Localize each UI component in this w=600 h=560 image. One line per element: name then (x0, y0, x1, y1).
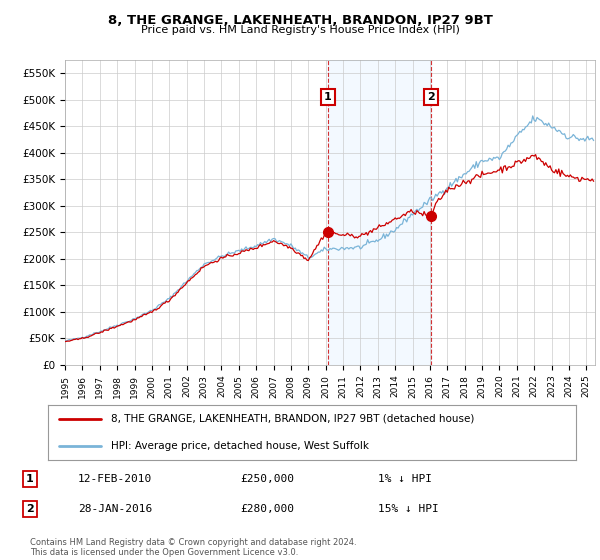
Text: 12-FEB-2010: 12-FEB-2010 (78, 474, 152, 484)
Text: 1% ↓ HPI: 1% ↓ HPI (378, 474, 432, 484)
Text: 2: 2 (26, 504, 34, 514)
Text: 1: 1 (26, 474, 34, 484)
Text: 8, THE GRANGE, LAKENHEATH, BRANDON, IP27 9BT (detached house): 8, THE GRANGE, LAKENHEATH, BRANDON, IP27… (112, 414, 475, 424)
Text: 28-JAN-2016: 28-JAN-2016 (78, 504, 152, 514)
Bar (328, 60, 431, 365)
Text: £280,000: £280,000 (240, 504, 294, 514)
Text: £250,000: £250,000 (240, 474, 294, 484)
Text: HPI: Average price, detached house, West Suffolk: HPI: Average price, detached house, West… (112, 441, 370, 451)
Text: 15% ↓ HPI: 15% ↓ HPI (378, 504, 439, 514)
Text: Contains HM Land Registry data © Crown copyright and database right 2024.
This d: Contains HM Land Registry data © Crown c… (30, 538, 356, 557)
Text: Price paid vs. HM Land Registry's House Price Index (HPI): Price paid vs. HM Land Registry's House … (140, 25, 460, 35)
Text: 2: 2 (427, 92, 435, 102)
Text: 8, THE GRANGE, LAKENHEATH, BRANDON, IP27 9BT: 8, THE GRANGE, LAKENHEATH, BRANDON, IP27… (107, 14, 493, 27)
Text: 1: 1 (324, 92, 332, 102)
